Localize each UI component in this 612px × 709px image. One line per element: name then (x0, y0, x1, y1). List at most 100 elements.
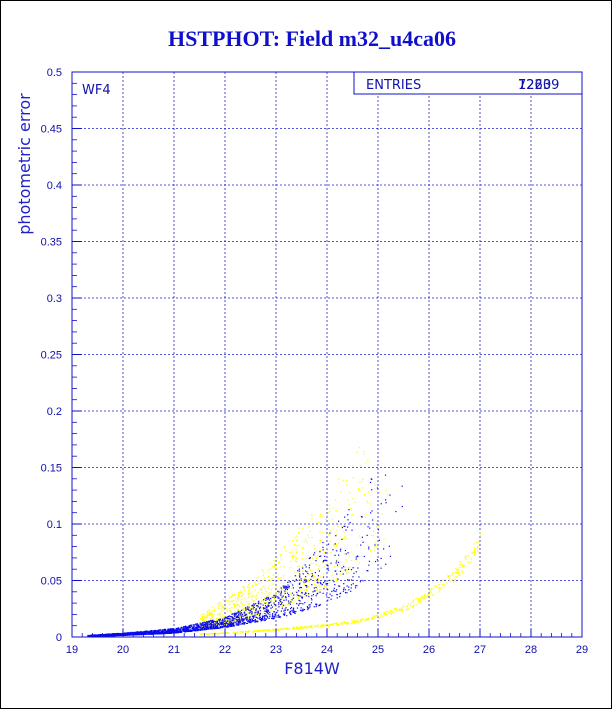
data-point (248, 606, 250, 608)
data-point (336, 529, 338, 531)
data-point (217, 623, 219, 625)
data-point (322, 531, 324, 533)
data-point (205, 616, 207, 619)
data-point (329, 510, 331, 513)
data-point (367, 502, 369, 504)
data-point (177, 627, 180, 629)
data-point (337, 578, 339, 580)
data-point (214, 607, 216, 609)
data-point (208, 609, 210, 611)
data-point (287, 600, 290, 602)
data-point (422, 595, 424, 597)
data-point (217, 613, 219, 616)
data-point (255, 577, 257, 579)
data-point (201, 629, 203, 631)
data-point (265, 599, 267, 601)
data-point (153, 632, 156, 634)
data-point (306, 588, 308, 590)
data-point (91, 635, 93, 637)
data-point (350, 590, 352, 592)
data-point (246, 622, 248, 624)
data-point (264, 607, 266, 610)
data-point (218, 605, 220, 608)
data-point (162, 631, 164, 633)
data-point (380, 613, 382, 616)
data-point (218, 613, 221, 616)
data-point (298, 527, 300, 529)
data-point (367, 526, 369, 528)
data-point (312, 589, 315, 591)
data-point (308, 607, 310, 609)
data-point (187, 628, 189, 630)
data-point (320, 624, 322, 626)
data-point (210, 612, 213, 614)
data-point (310, 597, 313, 600)
data-point (282, 604, 285, 607)
data-point (158, 631, 160, 633)
data-point (111, 634, 113, 636)
data-point (318, 584, 320, 586)
data-point (454, 571, 457, 574)
data-point (228, 623, 230, 625)
data-point (311, 595, 313, 597)
data-point (285, 596, 287, 598)
data-point (289, 611, 291, 614)
data-point (276, 611, 278, 613)
data-point (224, 625, 226, 627)
data-point (256, 580, 259, 582)
data-point (331, 624, 333, 626)
data-point (261, 616, 264, 618)
data-point (258, 583, 260, 585)
data-point (159, 631, 161, 633)
data-point (235, 618, 237, 621)
data-point (280, 628, 282, 630)
data-point (256, 616, 258, 619)
data-point (315, 586, 317, 589)
data-point (257, 610, 259, 612)
data-point (221, 605, 223, 608)
data-point (326, 570, 329, 573)
data-point (214, 620, 216, 623)
data-point (263, 601, 265, 604)
data-point (281, 605, 283, 608)
data-point (423, 599, 425, 601)
data-point (164, 629, 166, 631)
data-point (308, 595, 310, 598)
data-point (297, 571, 299, 573)
data-point (252, 631, 254, 633)
data-point (313, 583, 315, 585)
data-point (317, 554, 319, 557)
data-point (245, 618, 248, 621)
data-point (200, 628, 203, 630)
data-point (352, 621, 354, 624)
data-point (336, 545, 338, 547)
data-point (248, 602, 250, 605)
data-point (214, 627, 216, 629)
data-point (412, 606, 414, 608)
data-point (317, 582, 319, 584)
data-point (283, 590, 285, 592)
data-point (277, 614, 279, 617)
data-point (259, 610, 262, 612)
data-point (248, 609, 250, 611)
data-point (267, 630, 269, 632)
data-point (333, 622, 335, 625)
data-point (388, 611, 390, 614)
data-point (326, 623, 328, 626)
data-point (329, 540, 331, 542)
data-point (385, 489, 387, 491)
data-point (406, 605, 409, 608)
data-point (280, 556, 282, 559)
data-point (224, 620, 226, 622)
data-point (241, 619, 243, 621)
data-point (232, 595, 234, 597)
data-point (198, 629, 200, 631)
data-point (158, 633, 160, 635)
data-point (383, 612, 385, 615)
data-point (341, 569, 343, 572)
data-point (265, 614, 267, 616)
data-point (171, 631, 173, 633)
data-point (258, 600, 260, 602)
data-point (369, 481, 372, 484)
data-point (202, 627, 204, 629)
